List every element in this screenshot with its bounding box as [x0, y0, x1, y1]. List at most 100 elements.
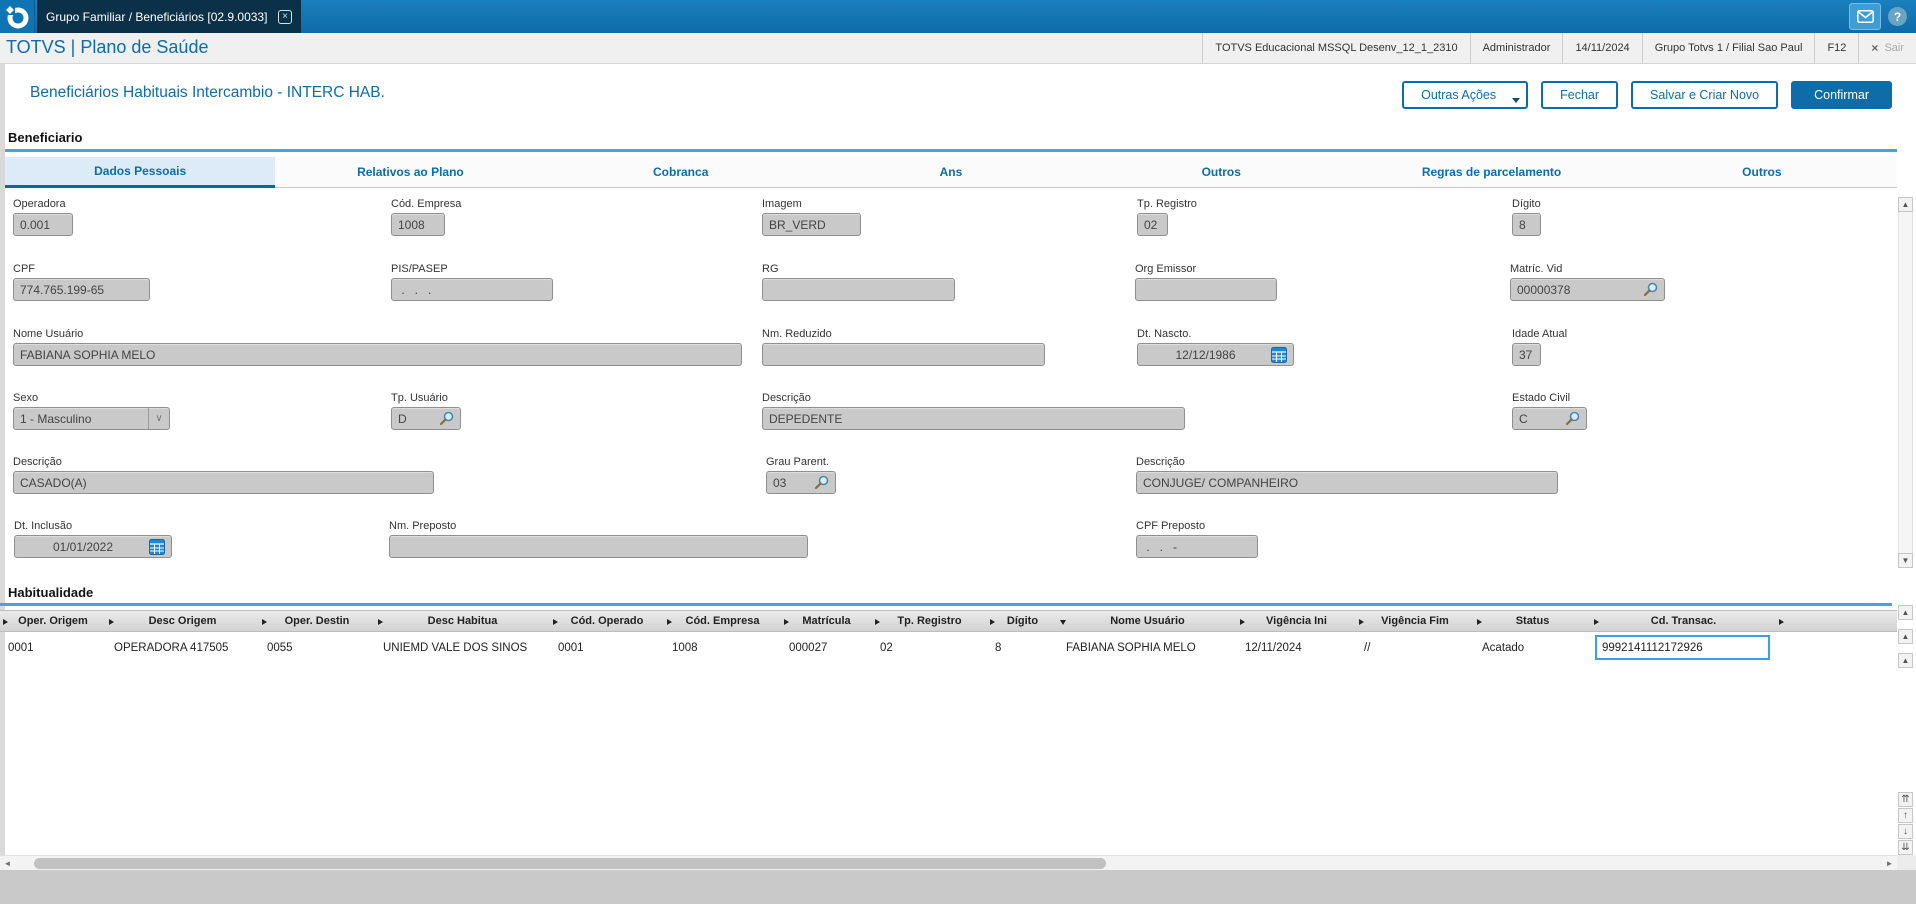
grid-scroll-up-button[interactable]: ▲: [1898, 629, 1913, 644]
scroll-down-button[interactable]: ▼: [1898, 553, 1913, 568]
field-label: Org Emissor: [1135, 263, 1197, 275]
form-vertical-scrollbar[interactable]: [1898, 197, 1913, 568]
column-header[interactable]: Desc Habitua: [375, 611, 550, 631]
field-pis-pasep: PIS/PASEP . . .: [391, 263, 553, 301]
tab-ans[interactable]: Ans: [815, 157, 1087, 188]
footer-strip: [0, 870, 1916, 904]
column-header[interactable]: Vigência Fim: [1356, 611, 1474, 631]
column-header-sorted[interactable]: Nome Usuário: [1058, 611, 1237, 631]
field-dt-inclusao: Dt. Inclusão 01/01/2022: [14, 520, 172, 558]
field-value: CONJUGE/ COMPANHEIRO: [1143, 475, 1299, 490]
cell-desc-origem: OPERADORA 417505: [114, 641, 229, 654]
tab-outros-1[interactable]: Outros: [1086, 157, 1357, 188]
beneficiario-section-rule: [5, 149, 1897, 152]
column-marker-icon: [262, 619, 267, 625]
column-header[interactable]: Matrícula: [781, 611, 872, 631]
notifications-button[interactable]: [1849, 3, 1881, 30]
scroll-left-button[interactable]: ◄: [3, 859, 12, 868]
grid-prev-record-button[interactable]: ↑: [1898, 808, 1913, 823]
exit-button[interactable]: × Sair: [1858, 33, 1916, 63]
grid-last-record-button[interactable]: ⇊: [1898, 840, 1913, 855]
column-header[interactable]: Oper. Origem: [0, 611, 106, 631]
field-rg: RG: [762, 263, 955, 301]
program-tab-title: Grupo Familiar / Beneficiários [02.9.003…: [46, 9, 268, 24]
tab-regras-parcelamento[interactable]: Regras de parcelamento: [1356, 157, 1627, 188]
scroll-up-button[interactable]: ▲: [1898, 197, 1913, 212]
field-label: CPF: [13, 263, 35, 275]
field-cpf-preposto: CPF Preposto . . -: [1136, 520, 1258, 558]
app-bar: TOTVS | Plano de Saúde TOTVS Educacional…: [0, 33, 1916, 64]
column-header[interactable]: Dígito: [987, 611, 1058, 631]
column-marker-icon: [1240, 619, 1245, 625]
grid-scroll-up2-button[interactable]: ▲: [1898, 653, 1913, 668]
main-content: Beneficiários Habituais Intercambio - IN…: [0, 64, 1916, 870]
field-label: Estado Civil: [1512, 392, 1571, 404]
column-marker-icon: [378, 619, 383, 625]
tab-outros-2[interactable]: Outros: [1626, 157, 1897, 188]
calendar-icon[interactable]: [149, 538, 165, 555]
column-header[interactable]: Cód. Operado: [550, 611, 664, 631]
totvs-logo[interactable]: [0, 0, 35, 33]
column-header[interactable]: Desc Origem: [106, 611, 259, 631]
field-label: Cód. Empresa: [391, 198, 462, 210]
cell-oper-origem: 0001: [8, 641, 34, 654]
grid-next-record-button[interactable]: ↓: [1898, 824, 1913, 839]
column-header[interactable]: Oper. Destin: [259, 611, 375, 631]
search-icon[interactable]: [1565, 411, 1580, 426]
grid-scroll-top-button[interactable]: ▲: [1898, 605, 1913, 620]
scroll-right-button[interactable]: ►: [1885, 859, 1894, 868]
program-tab[interactable]: Grupo Familiar / Beneficiários [02.9.003…: [37, 0, 301, 33]
field-label: Tp. Usuário: [391, 392, 448, 404]
user-label: Administrador: [1469, 33, 1563, 63]
column-header[interactable]: Cód. Empresa: [664, 611, 781, 631]
column-header[interactable]: Cd. Transac.: [1591, 611, 1776, 631]
chevron-down-icon[interactable]: ∨: [148, 408, 169, 429]
field-cod-empresa: Cód. Empresa 1008: [391, 198, 462, 236]
field-cpf: CPF 774.765.199-65: [13, 263, 150, 301]
horizontal-scrollbar-thumb[interactable]: [34, 858, 1106, 869]
cell-desc-habitua: UNIEMD VALE DOS SINOS: [383, 641, 528, 654]
search-icon[interactable]: [1643, 282, 1658, 297]
habitualidade-grid-header: Oper. Origem Desc Origem Oper. Destin De…: [0, 610, 1897, 632]
confirm-button[interactable]: Confirmar: [1791, 81, 1892, 109]
field-value: 1 - Masculino: [20, 411, 92, 426]
brand-title: TOTVS | Plano de Saúde: [6, 37, 209, 57]
field-label: Nm. Preposto: [389, 520, 457, 532]
f12-shortcut[interactable]: F12: [1814, 33, 1858, 63]
totvs-logo-icon: [5, 4, 29, 28]
horizontal-scrollbar[interactable]: ◄ ►: [0, 855, 1897, 870]
column-header[interactable]: Vigência Ini: [1237, 611, 1356, 631]
scrollbar-corner: [1897, 855, 1916, 870]
grid-first-record-button[interactable]: ⇈: [1898, 792, 1913, 807]
column-marker-icon: [784, 619, 789, 625]
habitualidade-grid-row[interactable]: 0001 OPERADORA 417505 0055 UNIEMD VALE D…: [0, 632, 1897, 663]
save-and-new-button[interactable]: Salvar e Criar Novo: [1631, 81, 1779, 109]
date-label: 14/11/2024: [1562, 33, 1641, 63]
column-header[interactable]: Status: [1474, 611, 1591, 631]
calendar-icon[interactable]: [1271, 346, 1287, 363]
search-icon[interactable]: [439, 411, 454, 426]
search-icon[interactable]: [814, 475, 829, 490]
column-header[interactable]: Tp. Registro: [872, 611, 987, 631]
help-button[interactable]: ?: [1888, 7, 1907, 26]
column-marker-icon: [1779, 619, 1784, 625]
cd-transac-input[interactable]: 9992141112172926: [1595, 635, 1770, 660]
field-value: FABIANA SOPHIA MELO: [20, 347, 156, 362]
other-actions-button[interactable]: Outras Ações: [1402, 81, 1529, 109]
tab-relativos-ao-plano[interactable]: Relativos ao Plano: [275, 157, 546, 188]
field-value: 774.765.199-65: [20, 282, 105, 297]
column-header[interactable]: [1776, 611, 1897, 631]
field-descricao-grau-parent: Descrição CONJUGE/ COMPANHEIRO: [1136, 456, 1558, 494]
cell-status: Acatado: [1482, 641, 1525, 654]
field-value: D: [398, 411, 407, 426]
field-value: 02: [1144, 217, 1158, 232]
field-label: Descrição: [762, 392, 811, 404]
tab-close-icon[interactable]: ×: [278, 9, 292, 24]
chevron-down-icon: [1512, 98, 1521, 103]
field-value: . . .: [398, 282, 432, 297]
tab-dados-pessoais[interactable]: Dados Pessoais: [5, 157, 276, 188]
close-button[interactable]: Fechar: [1541, 81, 1619, 109]
field-label: Sexo: [13, 392, 39, 404]
tab-cobranca[interactable]: Cobranca: [545, 157, 816, 188]
